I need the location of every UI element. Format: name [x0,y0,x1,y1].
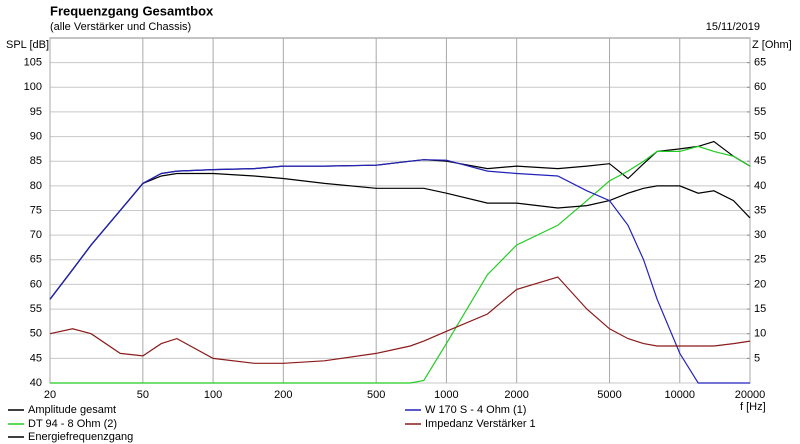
y-tick-label: 95 [30,106,42,118]
chart-title: Frequenzgang Gesamtbox [50,3,214,18]
x-tick-label: 100 [204,389,222,401]
chart-date: 15/11/2019 [706,21,760,33]
y2-tick-label: 55 [754,106,766,118]
y-tick-label: 85 [30,155,42,167]
legend-label: W 170 S - 4 Ohm (1) [425,404,526,416]
x-tick-label: 10000 [664,389,695,401]
y2-axis-label: Z [Ohm] [752,39,792,51]
y2-tick-label: 20 [754,278,766,290]
x-tick-label: 200 [274,389,292,401]
y-tick-label: 60 [30,278,42,290]
x-axis-label: f [Hz] [740,401,766,413]
y-tick-label: 55 [30,303,42,315]
x-tick-label: 5000 [597,389,621,401]
y-tick-label: 90 [30,130,42,142]
series-line [49,276,751,364]
legend-label: DT 94 - 8 Ohm (2) [28,418,117,430]
x-tick-label: 20 [44,389,56,401]
y2-tick-label: 60 [754,81,766,93]
y-tick-label: 100 [24,81,42,93]
y2-tick-label: 5 [754,352,760,364]
y2-tick-label: 40 [754,180,766,192]
legend-label: Impedanz Verstärker 1 [425,418,536,430]
x-tick-label: 500 [367,389,385,401]
x-tick-label: 1000 [434,389,458,401]
chart-subtitle: (alle Verstärker und Chassis) [50,21,191,33]
y-tick-label: 45 [30,352,42,364]
legend-label: Energiefrequenzgang [28,431,133,443]
series-line [49,159,750,384]
y2-tick-label: 30 [754,229,766,241]
y-tick-label: 70 [30,229,42,241]
y2-tick-label: 25 [754,254,766,266]
y-tick-label: 40 [30,377,42,389]
y-axis-label: SPL [dB] [6,39,49,51]
legend-label: Amplitude gesamt [28,404,116,416]
series-line [50,145,751,384]
y-tick-label: 80 [30,180,42,192]
y2-tick-label: 50 [754,130,766,142]
x-tick-label: 2000 [504,389,528,401]
y-tick-label: 65 [30,254,42,266]
y2-tick-label: 45 [754,155,766,167]
x-tick-label: 20000 [735,389,766,401]
y-tick-label: 75 [30,204,42,216]
y-tick-label: 105 [24,57,42,69]
x-tick-label: 50 [137,389,149,401]
y2-tick-label: 35 [754,204,766,216]
y2-tick-label: 65 [754,57,766,69]
y2-tick-label: 15 [754,303,766,315]
series-line [49,172,751,300]
y2-tick-label: 10 [754,328,766,340]
y-tick-label: 50 [30,328,42,340]
